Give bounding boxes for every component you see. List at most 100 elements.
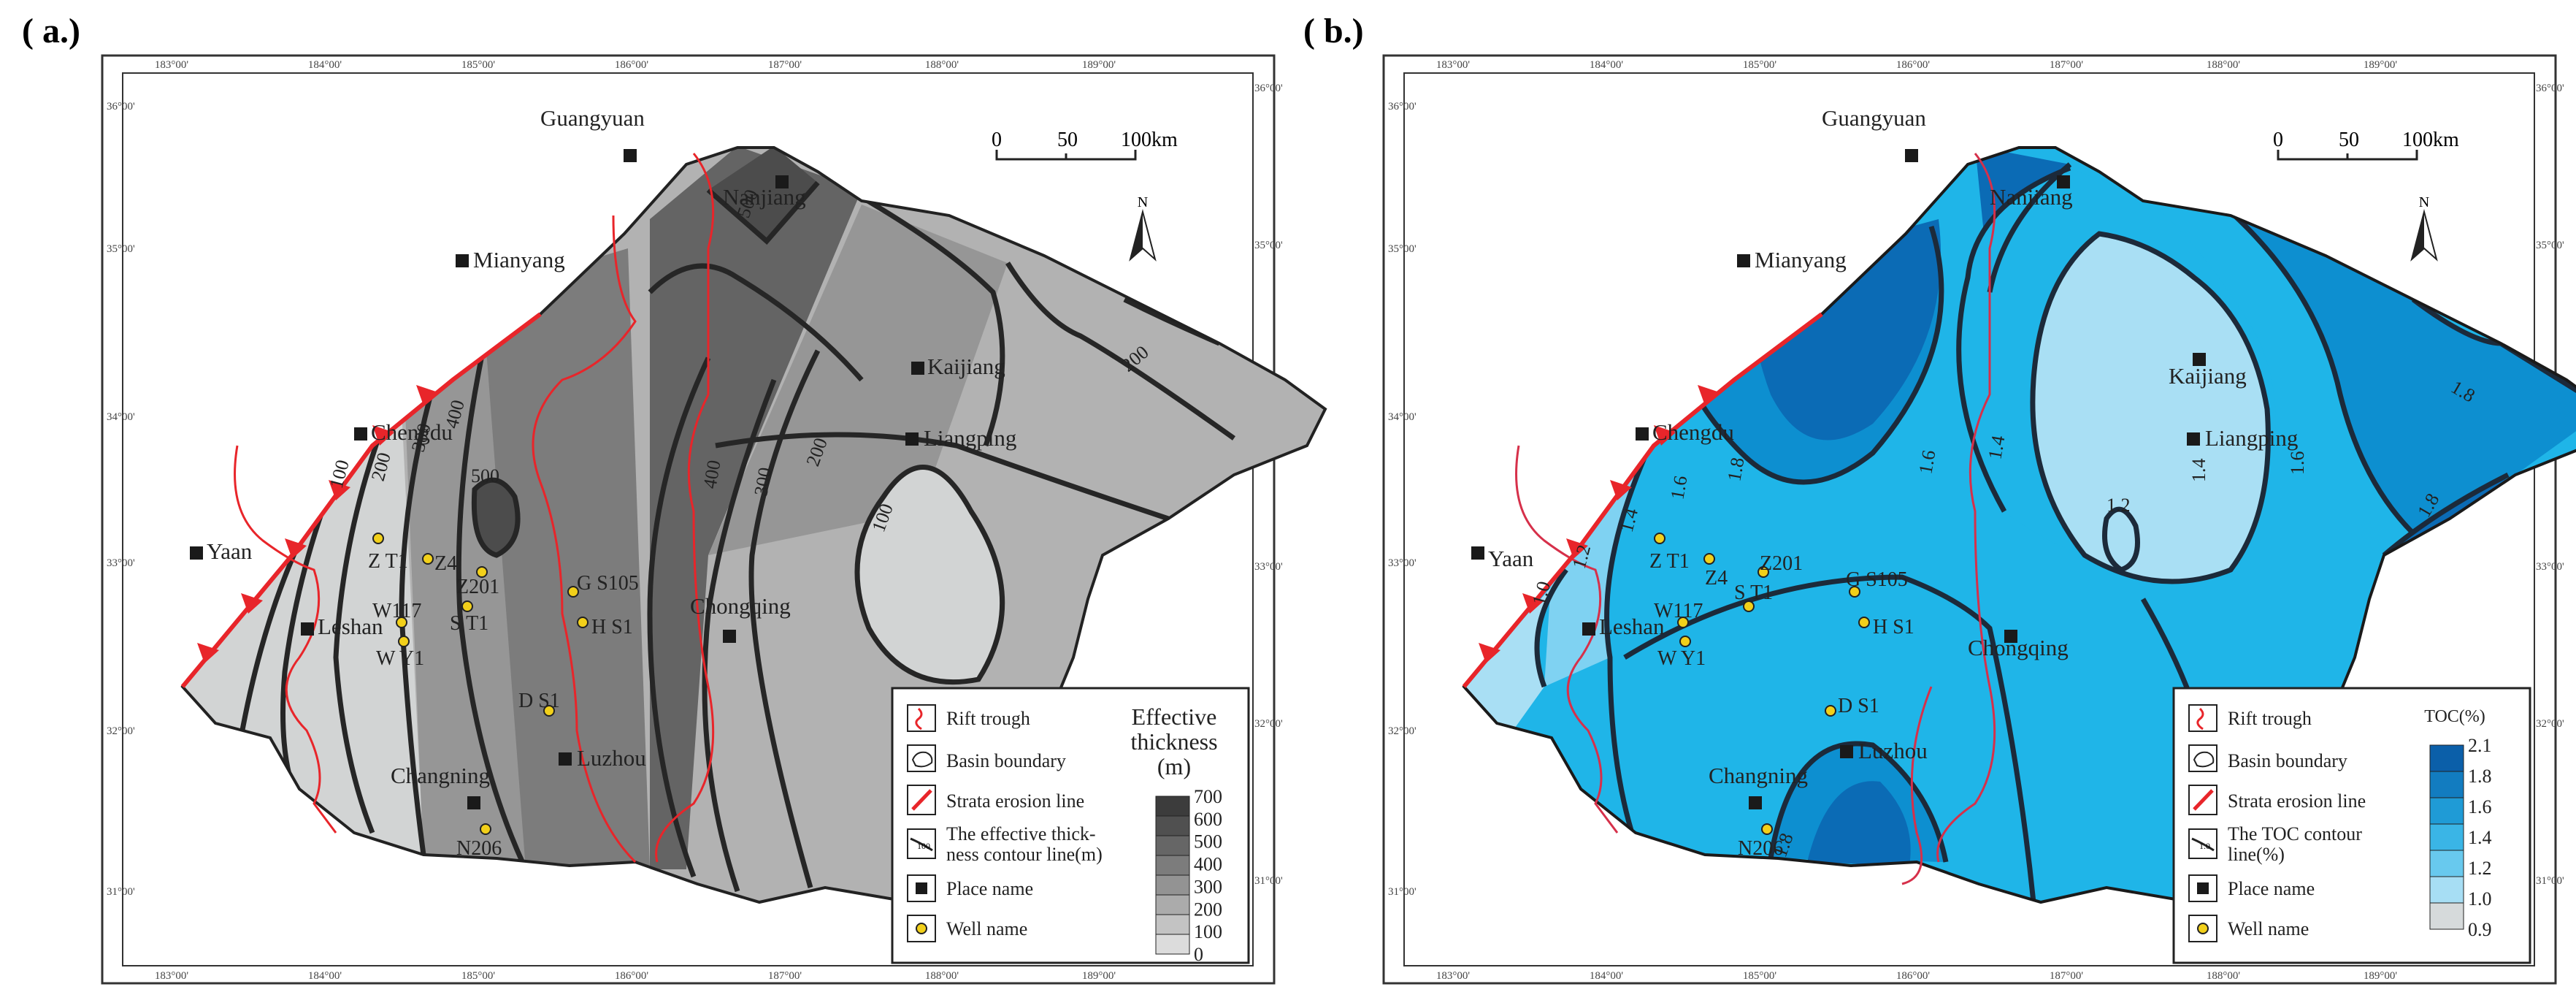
zone-darkest-north <box>708 148 818 241</box>
place-label: Mianyang <box>1755 247 1847 272</box>
color-bar-cell <box>1155 934 1190 955</box>
legend-item-label: Strata erosion line <box>2228 790 2366 812</box>
place-label: Yaan <box>1488 546 1534 571</box>
bottom-tick-label: 185°00' <box>1743 970 1776 982</box>
contour-sample-label: 1.0 <box>2199 841 2210 851</box>
well-label: S T1 <box>1734 581 1773 604</box>
place-label: Mianyang <box>473 247 565 272</box>
color-bar-value: 1.4 <box>2468 827 2492 848</box>
well-marker <box>461 600 473 612</box>
bottom-tick-label: 184°00' <box>1590 970 1623 982</box>
top-tick-label: 183°00' <box>155 59 188 71</box>
color-bar-value: 200 <box>1194 899 1222 920</box>
bottom-tick-label: 183°00' <box>1436 970 1470 982</box>
north-label: N <box>1138 194 1148 210</box>
panel-a: 183°00' 184°00' 185°00' 186°00' 187°00' … <box>101 54 1327 985</box>
place-marker <box>1905 149 1918 162</box>
well-marker <box>1654 533 1665 544</box>
well-label: H S1 <box>1873 616 1914 638</box>
place-label: Luzhou <box>577 745 646 771</box>
top-tick-label: 184°00' <box>308 59 342 71</box>
side-tick-label: 36°00' <box>107 101 135 112</box>
well-marker <box>1679 636 1691 647</box>
top-tick-label: 187°00' <box>768 59 802 71</box>
contour-label: 1.6 <box>1666 474 1691 501</box>
well-label: H S1 <box>591 616 633 638</box>
zone-darker <box>650 148 862 869</box>
legend-item-label: Basin boundary <box>946 750 1066 771</box>
color-bar-cell <box>1155 815 1190 836</box>
place-label: Kaijiang <box>927 354 1005 379</box>
color-bar-cell <box>2429 771 2464 798</box>
legend-item-label: Place name <box>946 878 1033 899</box>
side-tick-label: 35°00' <box>2536 240 2564 251</box>
well-label: W117 <box>1654 600 1703 622</box>
panel-a-rift-trough <box>234 153 715 863</box>
well-marker <box>480 823 491 835</box>
well-marker <box>1849 586 1860 598</box>
side-tick-label: 36°00' <box>2536 83 2564 94</box>
well-marker <box>1703 553 1715 565</box>
place-marker <box>2057 175 2070 188</box>
well-marker <box>398 636 410 647</box>
zone-lightest-chongqing <box>857 467 1003 682</box>
legend-item-label: Basin boundary <box>2228 750 2347 771</box>
color-bar-cell <box>2429 876 2464 904</box>
legend-item-label: Rift trough <box>2228 708 2312 729</box>
zone-dark-east <box>2231 212 2576 533</box>
panel-b-well-labels: Z T1 Z4 Z201 S T1 W117 W Y1 G S105 H S1 … <box>1649 550 1914 860</box>
place-marker-icon <box>916 882 927 894</box>
bottom-tick-label: 188°00' <box>2207 970 2240 982</box>
panel-a-place-labels: Guangyuan Nanjiang Mianyang Kaijiang Lia… <box>207 105 1016 788</box>
color-bar-cell <box>1155 874 1190 896</box>
contour-label: 1.6 <box>2287 451 2308 476</box>
color-bar-value: 300 <box>1194 876 1222 897</box>
side-tick-label: 32°00' <box>1388 725 1417 737</box>
basin-boundary-icon <box>2193 751 2215 768</box>
side-tick-label: 35°00' <box>1388 243 1417 255</box>
well-marker-icon <box>916 923 927 934</box>
top-tick-label: 186°00' <box>615 59 648 71</box>
well-label: D S1 <box>518 690 560 712</box>
color-bar-cell <box>2429 902 2464 930</box>
well-label: W117 <box>372 600 421 622</box>
well-marker <box>577 617 589 628</box>
top-tick-label: 186°00' <box>1896 59 1930 71</box>
well-marker <box>396 617 407 628</box>
place-marker <box>1840 745 1853 758</box>
side-tick-label: 33°00' <box>1388 557 1417 569</box>
place-label: Liangping <box>2205 425 2298 451</box>
color-bar-value: 1.6 <box>2468 796 2492 817</box>
zone-darker-south <box>1807 781 1911 866</box>
place-marker <box>2187 432 2200 446</box>
well-marker <box>1825 705 1836 717</box>
color-bar-value: 500 <box>1194 831 1222 853</box>
legend-swatch <box>2188 874 2217 902</box>
well-marker <box>422 553 434 565</box>
place-label: Kaijiang <box>2169 363 2247 389</box>
side-tick-label: 36°00' <box>1254 83 1283 94</box>
contour-label: 300 <box>750 466 775 497</box>
panel-a-north-arrow: N <box>1129 194 1157 262</box>
zone-lightest-pod <box>2104 509 2138 570</box>
place-marker-icon <box>2197 882 2209 894</box>
well-marker <box>372 533 384 544</box>
place-label: Liangping <box>924 425 1016 451</box>
place-marker <box>456 254 469 267</box>
panel-b-erosion-line <box>1462 312 1823 688</box>
bottom-tick-label: 186°00' <box>1896 970 1930 982</box>
side-tick-label: 32°00' <box>107 725 135 737</box>
place-label: Leshan <box>318 614 383 639</box>
panel-b-ticks: 183°00' 184°00' 185°00' 186°00' 187°00' … <box>1388 59 2564 982</box>
place-marker <box>1636 427 1649 441</box>
well-label: Z T1 <box>1649 550 1690 573</box>
scale-label: 100km <box>2402 129 2459 151</box>
scale-label: 100km <box>1121 129 1178 151</box>
color-bar-cell <box>1155 796 1190 817</box>
panel-b-rift-trough <box>1515 153 1996 885</box>
scale-label: 50 <box>1057 129 1078 151</box>
color-bar-cell <box>1155 855 1190 876</box>
